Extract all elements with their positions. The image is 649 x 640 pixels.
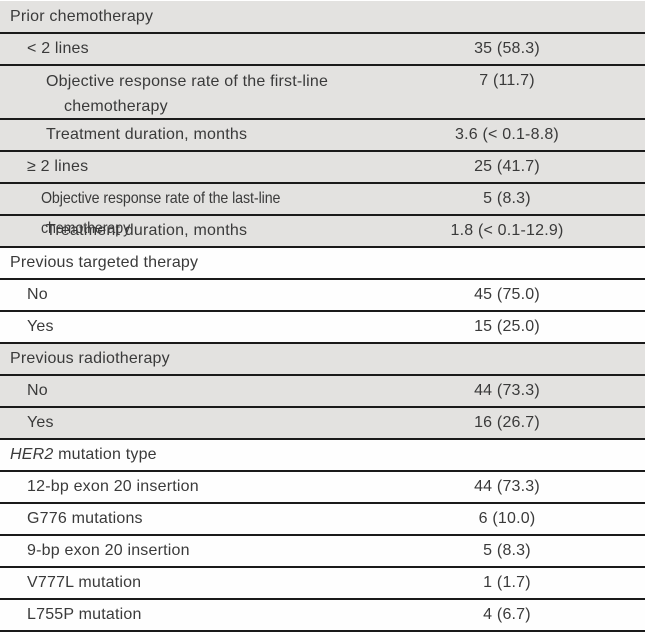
row-value: 25 (41.7) [474, 158, 540, 175]
row-label: Yes [27, 318, 54, 335]
table-row: G776 mutations 6 (10.0) [0, 504, 645, 536]
row-label: G776 mutations [27, 510, 143, 527]
row-value: 1.8 (< 0.1-12.9) [450, 222, 564, 239]
table-row: Previous targeted therapy [0, 248, 645, 280]
table-row: Objective response rate of the first-lin… [0, 66, 645, 120]
row-value: 15 (25.0) [474, 318, 540, 335]
table-row: Previous radiotherapy [0, 344, 645, 376]
row-label: V777L mutation [27, 574, 142, 591]
row-label: Prior chemotherapy [10, 8, 154, 25]
table-row: 12-bp exon 20 insertion 44 (73.3) [0, 472, 645, 504]
row-value: 44 (73.3) [474, 478, 540, 495]
section-previous-radiotherapy: Previous radiotherapy No 44 (73.3) Yes 1… [0, 344, 645, 440]
row-label: Treatment duration, months [46, 222, 248, 239]
row-label: < 2 lines [27, 40, 89, 57]
row-value [369, 344, 645, 374]
gene-name-italic: HER2 [10, 446, 54, 463]
row-label: No [27, 286, 48, 303]
section-her2-mutation-type: HER2 mutation type 12-bp exon 20 inserti… [0, 440, 645, 632]
table-row: No 45 (75.0) [0, 280, 645, 312]
table-row: Prior chemotherapy [0, 1, 645, 34]
row-value [369, 440, 645, 470]
table-row: HER2 mutation type [0, 440, 645, 472]
table-row: 9-bp exon 20 insertion 5 (8.3) [0, 536, 645, 568]
table-row: Yes 16 (26.7) [0, 408, 645, 440]
row-label: Objective response rate of the first-lin… [46, 73, 329, 115]
table-row: Yes 15 (25.0) [0, 312, 645, 344]
table-row: Treatment duration, months 1.8 (< 0.1-12… [0, 216, 645, 248]
row-value: 4 (6.7) [483, 606, 531, 623]
row-label: Previous radiotherapy [10, 350, 170, 367]
row-value: 45 (75.0) [474, 286, 540, 303]
row-value: 1 (1.7) [483, 574, 531, 591]
section-previous-targeted-therapy: Previous targeted therapy No 45 (75.0) Y… [0, 248, 645, 344]
table-row: Treatment duration, months 3.6 (< 0.1-8.… [0, 120, 645, 152]
row-value: 16 (26.7) [474, 414, 540, 431]
row-label: 12-bp exon 20 insertion [27, 478, 199, 495]
table-row: Objective response rate of the last-line… [0, 184, 645, 237]
row-value: 7 (11.7) [479, 72, 535, 89]
row-label: Yes [27, 414, 54, 431]
table-row: ≥ 2 lines 25 (41.7) [0, 152, 645, 184]
patient-characteristics-table: Prior chemotherapy < 2 lines 35 (58.3) O… [0, 1, 645, 632]
row-label: No [27, 382, 48, 399]
row-label: ≥ 2 lines [27, 158, 89, 175]
table-row: V777L mutation 1 (1.7) [0, 568, 645, 600]
row-value: 6 (10.0) [478, 510, 536, 527]
section-prior-chemotherapy: Prior chemotherapy < 2 lines 35 (58.3) O… [0, 1, 645, 248]
row-value: 35 (58.3) [474, 40, 540, 57]
table-row: No 44 (73.3) [0, 376, 645, 408]
table-row: < 2 lines 35 (58.3) [0, 34, 645, 66]
row-value: 3.6 (< 0.1-8.8) [455, 126, 559, 143]
row-value [369, 1, 645, 32]
row-value: 5 (8.3) [483, 542, 531, 559]
row-label: 9-bp exon 20 insertion [27, 542, 190, 559]
row-value [369, 248, 645, 278]
row-label: L755P mutation [27, 606, 142, 623]
row-value: 5 (8.3) [483, 190, 531, 207]
row-label: Objective response rate of the last-line… [40, 190, 281, 237]
row-label: HER2 mutation type [0, 440, 369, 470]
row-label: Treatment duration, months [46, 126, 248, 143]
table-row: L755P mutation 4 (6.7) [0, 600, 645, 632]
row-label-text: mutation type [53, 446, 157, 463]
row-value: 44 (73.3) [474, 382, 540, 399]
row-label: Previous targeted therapy [10, 254, 199, 271]
